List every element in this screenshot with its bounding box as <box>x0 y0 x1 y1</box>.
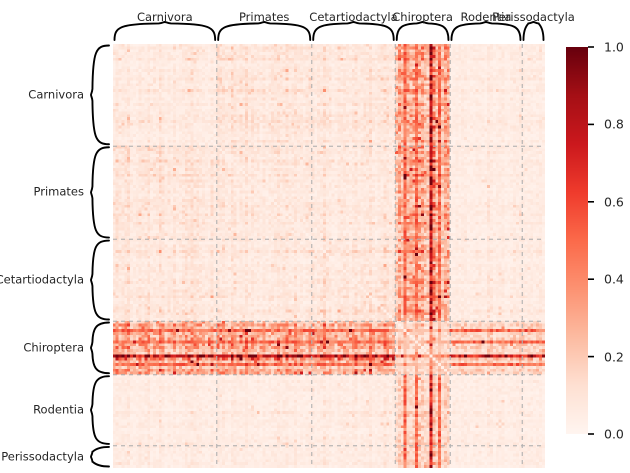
left-axis-label-primates: Primates <box>33 184 84 199</box>
left-axis-label-rodentia: Rodentia <box>33 402 84 417</box>
top-axis-label-perissodactyla: Perissodactyla <box>492 10 575 24</box>
top-axis-label-chiroptera: Chiroptera <box>392 10 453 24</box>
colorbar-tick-label: 1.0 <box>604 39 624 55</box>
colorbar-tick-label: 0.6 <box>604 194 624 210</box>
top-axis-label-rodentia: Rodentia <box>460 10 512 24</box>
top-axis-label-cetartiodactyla: Cetartiodactyla <box>309 10 398 24</box>
left-axis-label-carnivora: Carnivora <box>28 87 84 102</box>
colorbar-tick-label: 0.2 <box>604 349 624 365</box>
colorbar-tick-label: 0.4 <box>604 271 624 287</box>
left-axis-label-perissodactyla: Perissodactyla <box>1 448 84 463</box>
left-axis-label-chiroptera: Chiroptera <box>23 340 84 355</box>
colorbar-tick-label: 0.0 <box>604 426 624 442</box>
heatmap-matrix[interactable] <box>113 44 545 468</box>
colorbar-tick-label: 0.8 <box>604 116 624 132</box>
left-axis-label-cetartiodactyla: Cetartiodactyla <box>0 272 84 287</box>
top-axis-label-carnivora: Carnivora <box>136 10 193 24</box>
top-axis-label-primates: Primates <box>238 10 290 24</box>
colorbar-gradient[interactable] <box>566 47 588 434</box>
